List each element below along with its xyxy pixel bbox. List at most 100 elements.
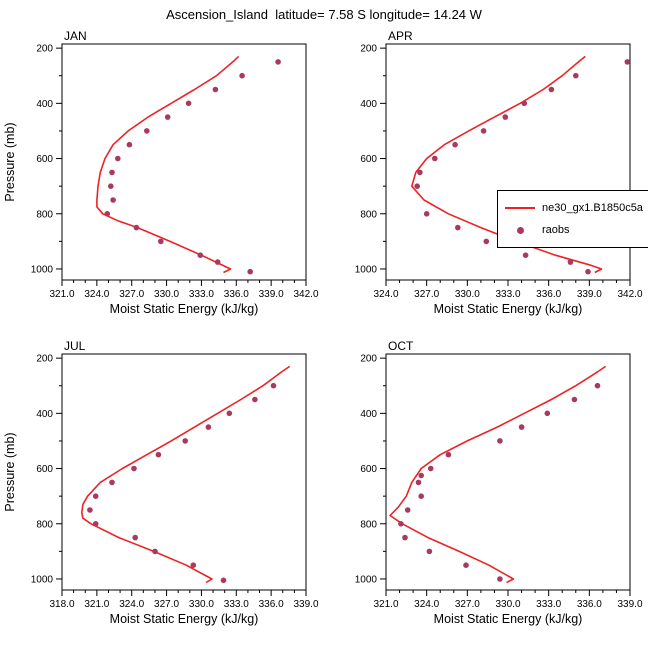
raobs-dot <box>455 224 461 231</box>
x-tick-label: 336.0 <box>536 289 561 300</box>
raobs-dot <box>567 259 574 265</box>
raobs-dot-icon <box>516 226 524 234</box>
raobs-dot <box>480 128 487 134</box>
raobs-dot <box>432 155 438 162</box>
raobs-dot <box>155 451 162 458</box>
model-line-apr <box>411 55 603 274</box>
x-tick-label: 321.0 <box>84 599 109 610</box>
raobs-dot <box>275 59 281 65</box>
y-tick-label: 600 <box>36 464 53 475</box>
raobs-dot <box>115 155 121 162</box>
raobs-dot <box>126 141 133 148</box>
plot-box <box>61 353 307 591</box>
raobs-dot <box>214 259 221 265</box>
raobs-dot <box>483 238 490 245</box>
y-tick-label: 1000 <box>31 574 54 585</box>
x-tick-label: 324.0 <box>119 599 144 610</box>
y-axis-title: Pressure (mb) <box>3 122 17 201</box>
raobs-dot <box>521 100 528 107</box>
raobs-dot <box>415 479 422 486</box>
x-tick-label: 333.0 <box>189 289 214 300</box>
panel-apr: 324.0 327.0 330.0 333.0 336.0 339.0 342.0 200 40… <box>324 28 648 338</box>
raobs-dot <box>190 562 197 568</box>
legend-raobs-label: raobs <box>542 224 570 237</box>
model-line-icon <box>505 206 535 209</box>
x-tick-label: 327.0 <box>154 599 179 610</box>
raobs-dot <box>418 472 424 479</box>
x-tick-label: 324.0 <box>414 599 439 610</box>
raobs-dot <box>571 396 578 403</box>
y-tick-label: 800 <box>360 519 377 530</box>
raobs-dot <box>402 534 408 541</box>
raobs-dot <box>398 521 404 527</box>
x-tick-label: 342.0 <box>617 289 642 300</box>
raobs-dot <box>404 507 411 513</box>
x-tick-label: 336.0 <box>224 289 249 300</box>
raobs-dot <box>87 507 93 513</box>
chart-apr: 324.0 327.0 330.0 333.0 336.0 339.0 342.0 200 40… <box>355 29 643 316</box>
raobs-dot <box>417 169 423 176</box>
x-tick-label: 336.0 <box>577 599 602 610</box>
raobs-dot <box>270 382 277 389</box>
x-tick-label: 330.0 <box>154 289 179 300</box>
y-tick-label: 400 <box>36 409 53 420</box>
x-tick-label: 324.0 <box>84 289 109 300</box>
y-tick-label: 600 <box>36 154 53 165</box>
x-tick-label: 324.0 <box>373 289 398 300</box>
y-tick-label: 600 <box>360 154 377 165</box>
y-tick-label: 400 <box>360 409 377 420</box>
raobs-dot <box>109 479 115 486</box>
x-tick-label: 321.0 <box>373 599 398 610</box>
chart-jul: 318.0 321.0 324.0 327.0 330.0 333.0 336.0 339.0… <box>3 339 319 626</box>
raobs-dot <box>252 396 258 403</box>
raobs-dot <box>518 424 525 430</box>
y-axis-title: Pressure (mb) <box>3 432 17 511</box>
chart-oct: 321.0 324.0 327.0 330.0 333.0 336.0 339.0 200 40… <box>355 339 643 626</box>
raobs-dot <box>426 548 433 555</box>
raobs-dot <box>624 59 631 65</box>
plot-box <box>61 43 307 281</box>
chart-jan: 321.0 324.0 327.0 330.0 333.0 336.0 339.0 342.0… <box>3 29 319 316</box>
raobs-dot <box>92 493 99 499</box>
panel-month-label: APR <box>388 29 413 43</box>
raobs-dot <box>247 268 253 275</box>
raobs-dot <box>197 252 204 258</box>
y-tick-label: 200 <box>36 44 53 55</box>
x-tick-label: 333.0 <box>536 599 561 610</box>
raobs-dot <box>445 451 452 458</box>
x-tick-label: 333.0 <box>224 599 249 610</box>
raobs-dot <box>452 141 458 148</box>
raobs-dot <box>109 169 115 176</box>
raobs-dot <box>548 86 555 93</box>
raobs-dot <box>185 100 192 107</box>
x-tick-label: 339.0 <box>617 599 642 610</box>
model-line-jan <box>96 55 240 274</box>
panel-month-label: JUL <box>64 339 86 353</box>
raobs-dot <box>144 128 150 134</box>
x-axis-title: Moist Static Energy (kJ/kg) <box>110 612 259 626</box>
y-tick-label: 400 <box>360 99 377 110</box>
panel-jan: 321.0 324.0 327.0 330.0 333.0 336.0 339.0 342.0… <box>0 28 324 338</box>
y-tick-label: 800 <box>360 209 377 220</box>
y-tick-label: 800 <box>36 519 53 530</box>
model-line-oct <box>389 365 607 584</box>
raobs-dot <box>110 197 116 203</box>
legend: ne30_gx1.B1850c5a raobs <box>497 190 648 248</box>
legend-item-model: ne30_gx1.B1850c5a <box>505 202 648 214</box>
panel-month-label: JAN <box>64 29 87 43</box>
raobs-dot <box>158 238 164 245</box>
page-title: Ascension_Island latitude= 7.58 S longit… <box>166 7 482 22</box>
x-tick-label: 330.0 <box>455 289 480 300</box>
x-tick-label: 327.0 <box>414 289 439 300</box>
raobs-dot <box>414 183 420 189</box>
raobs-dot <box>497 576 503 582</box>
x-axis-title: Moist Static Energy (kJ/kg) <box>434 302 583 316</box>
raobs-dot <box>108 183 114 189</box>
y-tick-label: 600 <box>360 464 377 475</box>
panel-grid: 321.0 324.0 327.0 330.0 333.0 336.0 339.0 342.0… <box>0 28 648 648</box>
x-tick-label: 333.0 <box>495 289 520 300</box>
x-tick-label: 342.0 <box>293 289 318 300</box>
raobs-dot <box>226 410 233 417</box>
y-tick-label: 400 <box>36 99 53 110</box>
legend-line-sample <box>505 206 535 209</box>
